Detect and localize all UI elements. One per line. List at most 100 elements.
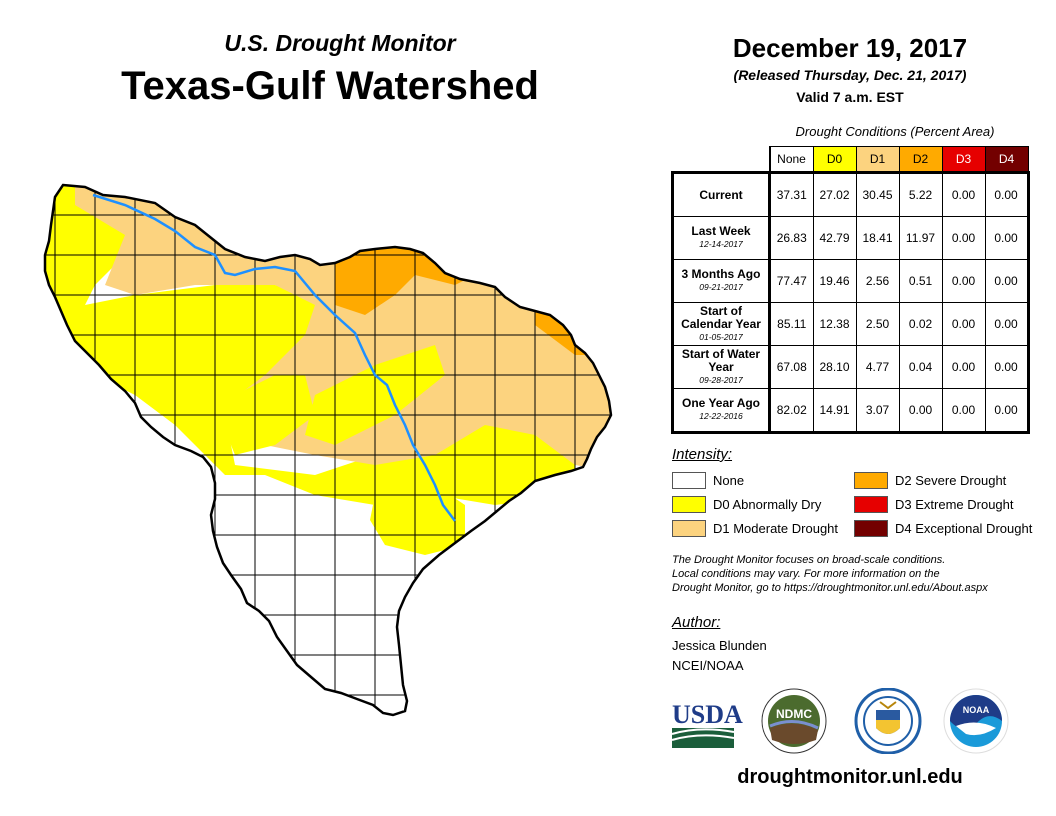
disclaimer-note: The Drought Monitor focuses on broad-sca… [672,553,1042,595]
cell-d2: 0.04 [898,345,943,389]
website-url[interactable]: droughtmonitor.unl.edu [737,766,963,788]
table-header-row: None D0 D1 D2 D3 D4 [672,146,1029,173]
ndmc-logo: NDMC [761,688,827,754]
header-d1: D1 [855,146,900,173]
legend-item-d1: D1 Moderate Drought [672,518,838,538]
table-caption: Drought Conditions (Percent Area) [795,124,995,139]
legend-label: D1 Moderate Drought [713,520,839,536]
cell-d3: 0.00 [941,171,986,217]
cell-d1: 3.07 [855,388,900,434]
cell-d3: 0.00 [941,388,986,434]
cell-d2: 0.02 [898,302,943,346]
row-label: Current [671,171,771,217]
legend-item-none: None [672,470,744,490]
cell-d2: 5.22 [898,171,943,217]
header-d3: D3 [941,146,986,173]
legend-label: None [713,472,745,488]
legend-item-d4: D4 Exceptional Drought [854,518,1032,538]
table-row-current: Current 37.31 27.02 30.45 5.22 0.00 0.00 [671,171,1030,217]
cell-d3: 0.00 [941,216,986,260]
legend-label: D2 Severe Drought [895,472,1007,488]
cell-d0: 42.79 [812,216,857,260]
row-date: 09-28-2017 [699,374,743,385]
cell-d4: 0.00 [984,302,1030,346]
release-date: (Released Thursday, Dec. 21, 2017) [733,67,967,83]
legend-item-d3: D3 Extreme Drought [854,494,1014,514]
row-date: 12-14-2017 [699,239,743,249]
row-label: Start of Water Year 09-28-2017 [671,345,771,389]
row-date: 12-22-2016 [699,411,743,421]
note-line: The Drought Monitor focuses on broad-sca… [672,554,946,566]
table-row-start-calendar-year: Start of Calendar Year 01-05-2017 85.11 1… [671,302,1030,346]
cell-d2: 0.00 [898,388,943,434]
usda-logo: USDA [671,700,743,748]
author-name: Jessica Blunden [672,638,767,653]
cell-d0: 27.02 [812,171,857,217]
legend-label: D0 Abnormally Dry [713,496,822,512]
legend-swatch [854,471,888,489]
subtitle: U.S. Drought Monitor [224,30,456,56]
drought-map [43,183,613,717]
cell-none: 26.83 [769,216,814,260]
legend-swatch [672,519,706,537]
commerce-seal [854,688,922,754]
legend-swatch [854,519,888,537]
legend-item-d2: D2 Severe Drought [854,470,1006,490]
row-date: 09-21-2017 [699,282,743,292]
noaa-logo: NOAA [943,688,1009,754]
row-label: 3 Months Ago 09-21-2017 [671,259,771,303]
cell-none: 37.31 [769,171,814,217]
noaa-logo-text: NOAA [963,705,990,715]
cell-d3: 0.00 [941,345,986,389]
cell-d4: 0.00 [984,388,1030,434]
legend-title: Intensity: [672,446,733,463]
header-none: None [769,146,814,173]
author-org: NCEI/NOAA [672,658,744,673]
header-blank [672,146,771,173]
legend-item-d0: D0 Abnormally Dry [672,494,821,514]
cell-d2: 11.97 [898,216,943,260]
partner-logos: USDA NDMC NOAA [671,688,1009,754]
cell-none: 85.11 [769,302,814,346]
legend-swatch [672,471,706,489]
legend-label: D3 Extreme Drought [895,496,1014,512]
row-label: One Year Ago 12-22-2016 [671,388,771,434]
cell-d1: 30.45 [855,171,900,217]
cell-d4: 0.00 [984,345,1030,389]
header-d2: D2 [898,146,943,173]
table-row-last-week: Last Week 12-14-2017 26.83 42.79 18.41 11… [671,216,1030,260]
page-title: Texas-Gulf Watershed [121,64,539,108]
cell-d0: 28.10 [812,345,857,389]
river [92,193,456,522]
note-line: Drought Monitor, go to https://droughtmo… [672,582,988,594]
cell-d0: 12.38 [812,302,857,346]
cell-none: 77.47 [769,259,814,303]
legend-label: D4 Exceptional Drought [895,520,1033,536]
cell-d4: 0.00 [984,171,1030,217]
map-date: December 19, 2017 [732,33,968,63]
author-heading: Author: [672,614,721,631]
cell-d4: 0.00 [984,216,1030,260]
cell-d1: 2.56 [855,259,900,303]
cell-d2: 0.51 [898,259,943,303]
header-d4: D4 [984,146,1029,173]
header-d0: D0 [812,146,857,173]
note-line: Local conditions may vary. For more info… [672,568,940,580]
cell-none: 82.02 [769,388,814,434]
drought-conditions-table: None D0 D1 D2 D3 D4 Current 37.31 27.02 … [671,146,1030,434]
cell-d4: 0.00 [984,259,1030,303]
table-row-start-water-year: Start of Water Year 09-28-2017 67.08 28.1… [671,345,1030,389]
legend: None D0 Abnormally Dry D1 Moderate Droug… [672,470,1042,540]
cell-d0: 19.46 [812,259,857,303]
cell-none: 67.08 [769,345,814,389]
table-row-one-year-ago: One Year Ago 12-22-2016 82.02 14.91 3.07 … [671,388,1030,434]
row-label: Last Week 12-14-2017 [671,216,771,260]
cell-d1: 18.41 [855,216,900,260]
row-date: 01-05-2017 [699,331,743,342]
cell-d0: 14.91 [812,388,857,434]
legend-swatch [854,495,888,513]
legend-swatch [672,495,706,513]
cell-d3: 0.00 [941,302,986,346]
cell-d1: 2.50 [855,302,900,346]
usda-logo-text: USDA [672,700,743,729]
